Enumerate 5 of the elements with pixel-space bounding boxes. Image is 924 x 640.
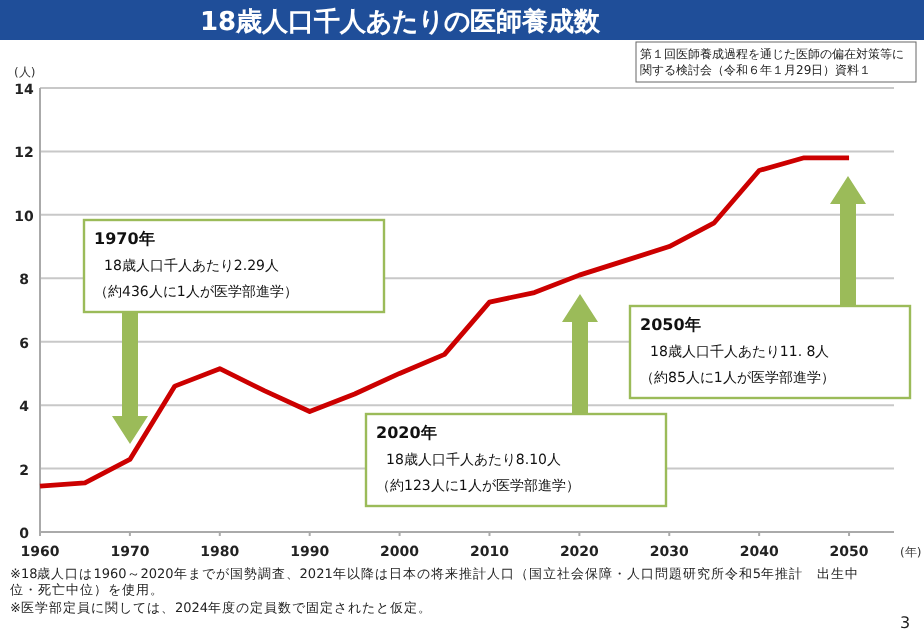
chart-title: 18歳人口千人あたりの医師養成数 xyxy=(199,6,603,38)
annotation: 1970年 xyxy=(94,230,155,248)
text: 3 xyxy=(900,614,911,632)
annotation: 2050年 xyxy=(640,316,701,334)
annotation: 2020年 xyxy=(376,424,437,442)
